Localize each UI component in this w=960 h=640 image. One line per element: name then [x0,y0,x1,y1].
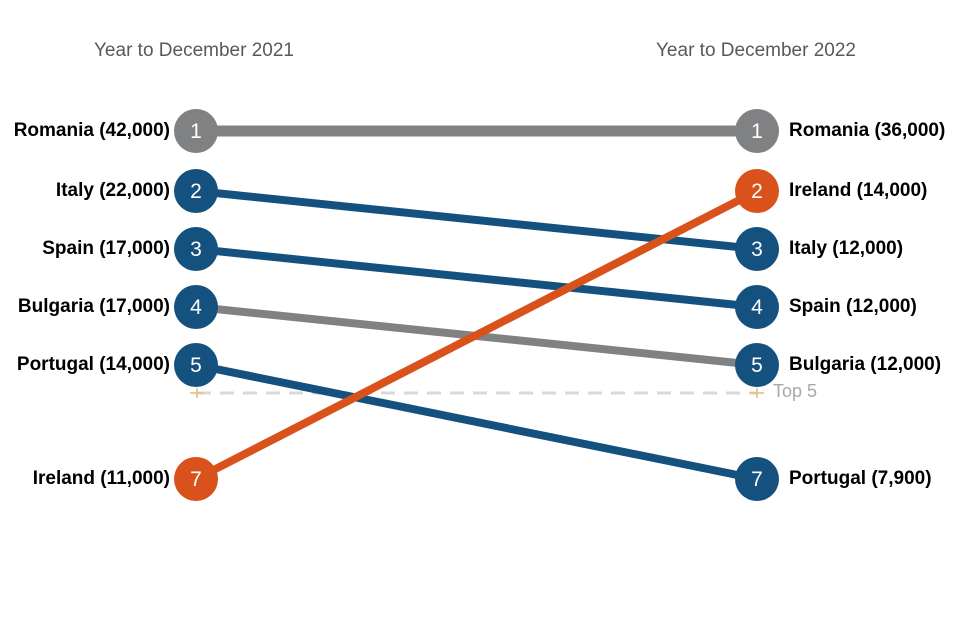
rank-node-left-spain: 3 [174,227,218,271]
top5-label: Top 5 [773,381,818,401]
right-label-spain: Spain (12,000) [789,296,917,317]
rank-node-right-italy: 3 [735,227,779,271]
right-label-italy: Italy (12,000) [789,238,904,259]
right-label-ireland: Ireland (14,000) [789,180,928,201]
rank-node-left-portugal: 5 [174,343,218,387]
rank-node-right-romania: 1 [735,109,779,153]
left-label-bulgaria: Bulgaria (17,000) [17,296,170,317]
rank-node-left-romania: 1 [174,109,218,153]
left-label-romania: Romania (42,000) [13,120,170,141]
left-label-spain: Spain (17,000) [42,238,170,259]
rank-node-left-ireland: 7 [174,457,218,501]
rank-node-right-spain: 4 [735,285,779,329]
right-label-portugal: Portugal (7,900) [789,468,932,489]
right-label-romania: Romania (36,000) [789,120,946,141]
slope-line-spain [195,245,758,311]
column-title-2021: Year to December 2021 [94,40,294,61]
left-label-portugal: Portugal (14,000) [16,354,170,375]
slope-line-ireland [194,187,759,483]
rank-node-left-bulgaria: 4 [174,285,218,329]
rank-node-left-italy: 2 [174,169,218,213]
right-label-bulgaria: Bulgaria (12,000) [789,354,942,375]
left-label-ireland: Ireland (11,000) [32,468,170,489]
rank-node-right-ireland: 2 [735,169,779,213]
slope-line-portugal [195,361,758,483]
left-label-italy: Italy (22,000) [55,180,170,201]
column-title-2022: Year to December 2022 [656,40,856,61]
rank-node-right-bulgaria: 5 [735,343,779,387]
slope-line-italy [195,187,758,253]
rank-node-right-portugal: 7 [735,457,779,501]
